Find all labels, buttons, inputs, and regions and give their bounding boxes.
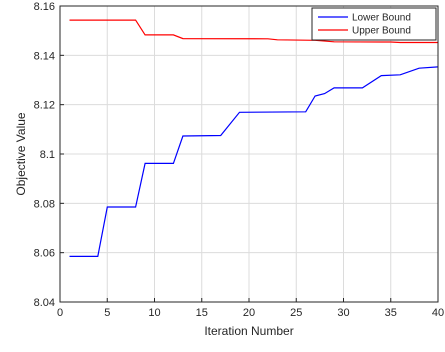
y-tick-label: 8.16 — [34, 1, 55, 13]
axis-ticks: 0 5 10 15 20 25 30 35 40 8.04 8.06 8.08 8.1 8.12 8.14 8… — [34, 1, 445, 319]
y-tick-label: 8.08 — [34, 198, 55, 210]
x-axis-title: Iteration Number — [204, 324, 293, 338]
legend: Lower Bound Upper Bound — [311, 7, 437, 41]
x-tick-label: 40 — [432, 307, 444, 319]
x-tick-label: 15 — [196, 307, 208, 319]
grid — [59, 5, 439, 303]
series-line-lower-bound — [69, 66, 439, 257]
y-tick-label: 8.04 — [34, 297, 55, 309]
x-tick-label: 30 — [337, 307, 349, 319]
series-line-upper-bound — [69, 19, 438, 44]
legend-label: Lower Bound — [352, 13, 411, 24]
legend-label: Upper Bound — [352, 26, 411, 37]
y-axis-title: Objective Value — [14, 112, 28, 195]
x-tick-label: 10 — [148, 307, 160, 319]
legend-box — [311, 7, 437, 41]
x-tick-label: 35 — [385, 307, 397, 319]
series-layer — [69, 19, 439, 257]
x-tick-label: 25 — [290, 307, 302, 319]
x-tick-label: 0 — [57, 307, 63, 319]
y-tick-label: 8.14 — [34, 50, 55, 62]
y-tick-label: 8.06 — [34, 248, 55, 260]
x-tick-label: 20 — [243, 307, 255, 319]
y-tick-label: 8.12 — [34, 100, 55, 112]
x-tick-label: 5 — [104, 307, 110, 319]
y-tick-label: 8.1 — [40, 149, 55, 161]
